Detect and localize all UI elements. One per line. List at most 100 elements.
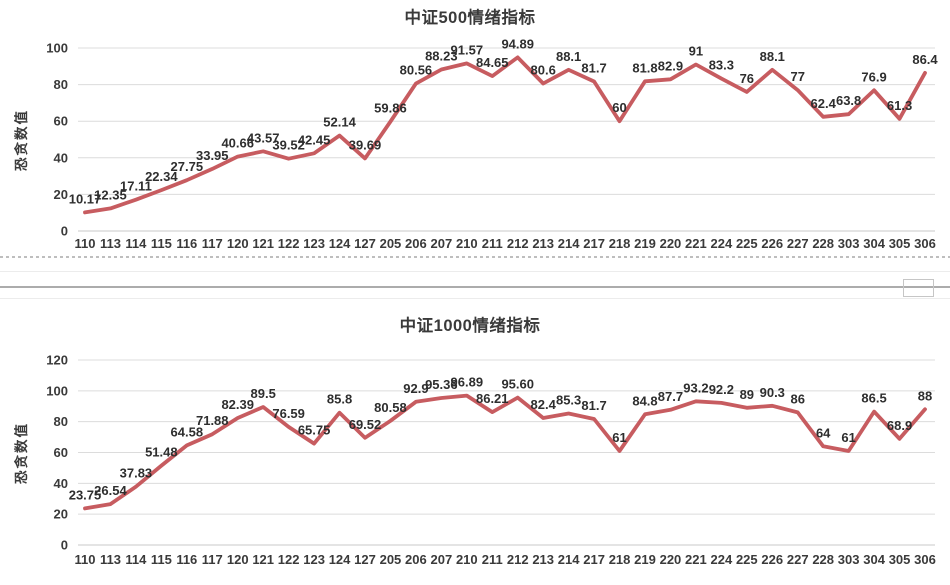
x-tick-label: 123 [303, 552, 325, 567]
data-label: 89 [740, 387, 754, 402]
x-tick-label: 120 [227, 552, 249, 567]
x-tick-label: 206 [405, 236, 427, 251]
x-tick-label: 114 [125, 236, 147, 251]
data-label: 84.8 [632, 393, 657, 408]
y-tick-label: 60 [54, 114, 68, 129]
x-tick-label: 228 [812, 236, 834, 251]
x-tick-label: 124 [329, 552, 351, 567]
x-tick-label: 212 [507, 236, 529, 251]
x-tick-label: 120 [227, 236, 249, 251]
data-label: 60 [612, 100, 626, 115]
chart-title-csi1000: 中证1000情绪指标 [399, 317, 541, 335]
x-tick-label: 220 [660, 552, 682, 567]
data-label: 80.56 [400, 63, 433, 78]
data-label: 23.75 [69, 487, 102, 502]
data-label: 90.3 [760, 385, 785, 400]
data-label: 62.4 [811, 96, 837, 111]
data-label: 52.14 [323, 115, 356, 130]
data-label: 93.2 [683, 380, 708, 395]
y-tick-label: 0 [61, 538, 68, 553]
x-tick-label: 305 [889, 236, 911, 251]
x-tick-label: 122 [278, 552, 300, 567]
x-tick-label: 116 [176, 552, 197, 567]
data-label: 86 [790, 391, 804, 406]
divider-line-top [0, 271, 950, 272]
chart-selection-hatch-border [0, 256, 950, 258]
x-tick-label: 124 [329, 236, 351, 251]
data-label: 61.3 [887, 98, 912, 113]
x-tick-label: 115 [151, 552, 172, 567]
charts-divider-line [0, 286, 950, 288]
data-label: 26.54 [94, 483, 127, 498]
x-tick-label: 115 [151, 236, 172, 251]
chart-resize-handle[interactable] [903, 279, 934, 297]
data-label: 80.58 [374, 400, 407, 415]
data-label: 94.89 [501, 36, 534, 51]
x-tick-label: 212 [507, 552, 529, 567]
x-tick-label: 214 [558, 236, 580, 251]
data-label: 77 [790, 69, 804, 84]
x-tick-label: 221 [685, 552, 707, 567]
data-label: 82.9 [658, 58, 683, 73]
data-label: 27.75 [171, 159, 204, 174]
data-label: 86.4 [912, 52, 938, 67]
x-tick-label: 121 [252, 552, 274, 567]
data-label: 82.4 [531, 397, 557, 412]
data-label: 84.65 [476, 55, 509, 70]
x-tick-label: 217 [583, 552, 605, 567]
x-tick-label: 113 [100, 236, 121, 251]
x-tick-label: 306 [914, 236, 936, 251]
x-tick-label: 205 [380, 236, 402, 251]
data-label: 91.57 [451, 42, 484, 57]
x-tick-label: 123 [303, 236, 325, 251]
x-tick-label: 228 [812, 552, 834, 567]
x-tick-label: 303 [838, 236, 860, 251]
x-tick-label: 304 [863, 236, 885, 251]
series-line [83, 55, 927, 215]
data-label: 76.9 [861, 69, 886, 84]
chart-title-csi500: 中证500情绪指标 [404, 9, 536, 27]
data-label: 33.95 [196, 148, 229, 163]
x-tick-label: 205 [380, 552, 402, 567]
x-tick-label: 225 [736, 552, 758, 567]
data-label: 81.7 [581, 60, 606, 75]
y-tick-label: 100 [46, 41, 68, 56]
x-tick-label: 218 [609, 236, 631, 251]
data-label: 43.57 [247, 130, 280, 145]
y-tick-label: 20 [54, 507, 68, 522]
chart-csi1000: 中证1000情绪指标 恐贪数值 0 20 40 60 80 100 120 110 113 114… [0, 300, 950, 585]
data-label: 17.11 [120, 179, 152, 194]
x-tick-label: 213 [532, 552, 554, 567]
x-tick-label: 113 [100, 552, 121, 567]
data-label: 71.88 [196, 413, 229, 428]
x-tick-label: 114 [125, 552, 147, 567]
y-tick-label: 60 [54, 445, 68, 460]
y-tick-label: 80 [54, 77, 68, 92]
data-label: 88.23 [425, 49, 458, 64]
x-tick-label: 110 [75, 552, 96, 567]
x-tick-label: 210 [456, 552, 478, 567]
x-tick-label: 211 [482, 236, 503, 251]
x-tick-label: 305 [889, 552, 911, 567]
data-label: 40.66 [221, 136, 254, 151]
data-label: 69.52 [349, 417, 382, 432]
x-tick-label: 210 [456, 236, 478, 251]
y-tick-label: 20 [54, 187, 68, 202]
x-tick-label: 219 [634, 552, 656, 567]
x-tick-label: 303 [838, 552, 860, 567]
x-tick-label: 217 [583, 236, 605, 251]
x-tick-label: 211 [482, 552, 503, 567]
y-tick-label: 80 [54, 414, 68, 429]
data-label: 81.7 [581, 398, 606, 413]
y-tick-label: 100 [46, 383, 68, 398]
x-tick-label: 206 [405, 552, 427, 567]
data-label: 86.21 [476, 391, 509, 406]
x-tick-label: 225 [736, 236, 758, 251]
data-label: 83.3 [709, 58, 734, 73]
x-tick-label: 121 [252, 236, 274, 251]
data-label: 95.36 [425, 377, 458, 392]
data-label: 22.34 [145, 169, 178, 184]
